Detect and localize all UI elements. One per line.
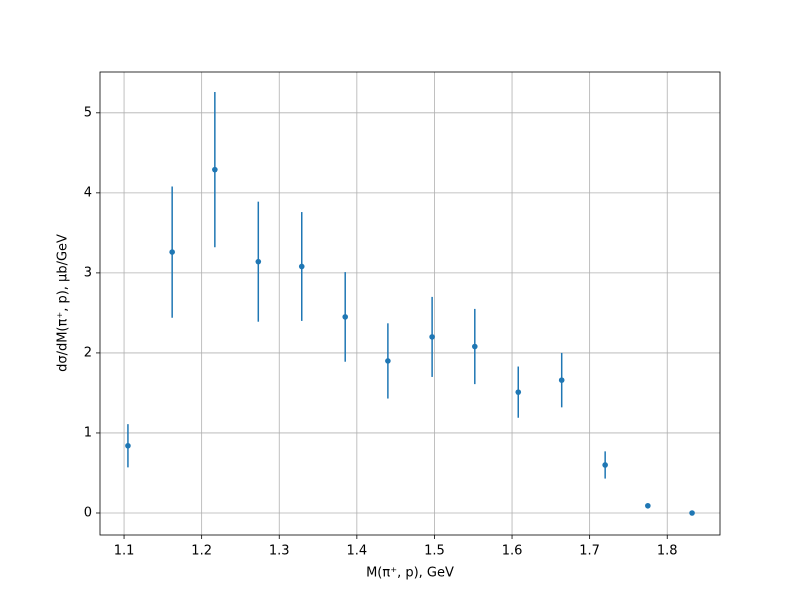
data-point — [298, 263, 305, 270]
data-point — [471, 343, 478, 350]
plot-frame — [99, 71, 721, 536]
data-point — [429, 334, 435, 340]
y-tick-label: 3 — [84, 265, 92, 280]
y-tick-label: 0 — [84, 505, 92, 520]
data-point — [255, 258, 262, 265]
data-point — [212, 166, 218, 173]
x-tick-label: 1.2 — [191, 544, 212, 559]
y-axis-label: dσ/dM(π⁺, p), μb/GeV — [56, 234, 71, 372]
y-tick-label: 2 — [84, 345, 92, 360]
y-tick-label: 5 — [84, 105, 92, 120]
x-tick-label: 1.7 — [579, 544, 600, 559]
y-tick-label: 1 — [84, 425, 92, 440]
x-tick-label: 1.8 — [657, 544, 678, 559]
x-tick-label: 1.3 — [269, 544, 290, 559]
x-tick-label: 1.5 — [424, 544, 445, 559]
data-point — [342, 314, 349, 320]
data-point — [515, 389, 522, 395]
x-axis-label: M(π⁺, p), GeV — [366, 566, 454, 581]
y-tick-label: 4 — [84, 185, 92, 200]
plot-area — [100, 72, 720, 535]
data-point — [385, 358, 391, 364]
data-point — [125, 442, 131, 449]
data-point — [558, 377, 565, 383]
data-point — [645, 502, 651, 509]
x-tick-label: 1.1 — [114, 544, 135, 559]
data-point — [602, 462, 608, 468]
x-tick-label: 1.4 — [347, 544, 368, 559]
data-point — [689, 510, 695, 516]
data-point — [169, 249, 175, 255]
x-tick-label: 1.6 — [502, 544, 523, 559]
